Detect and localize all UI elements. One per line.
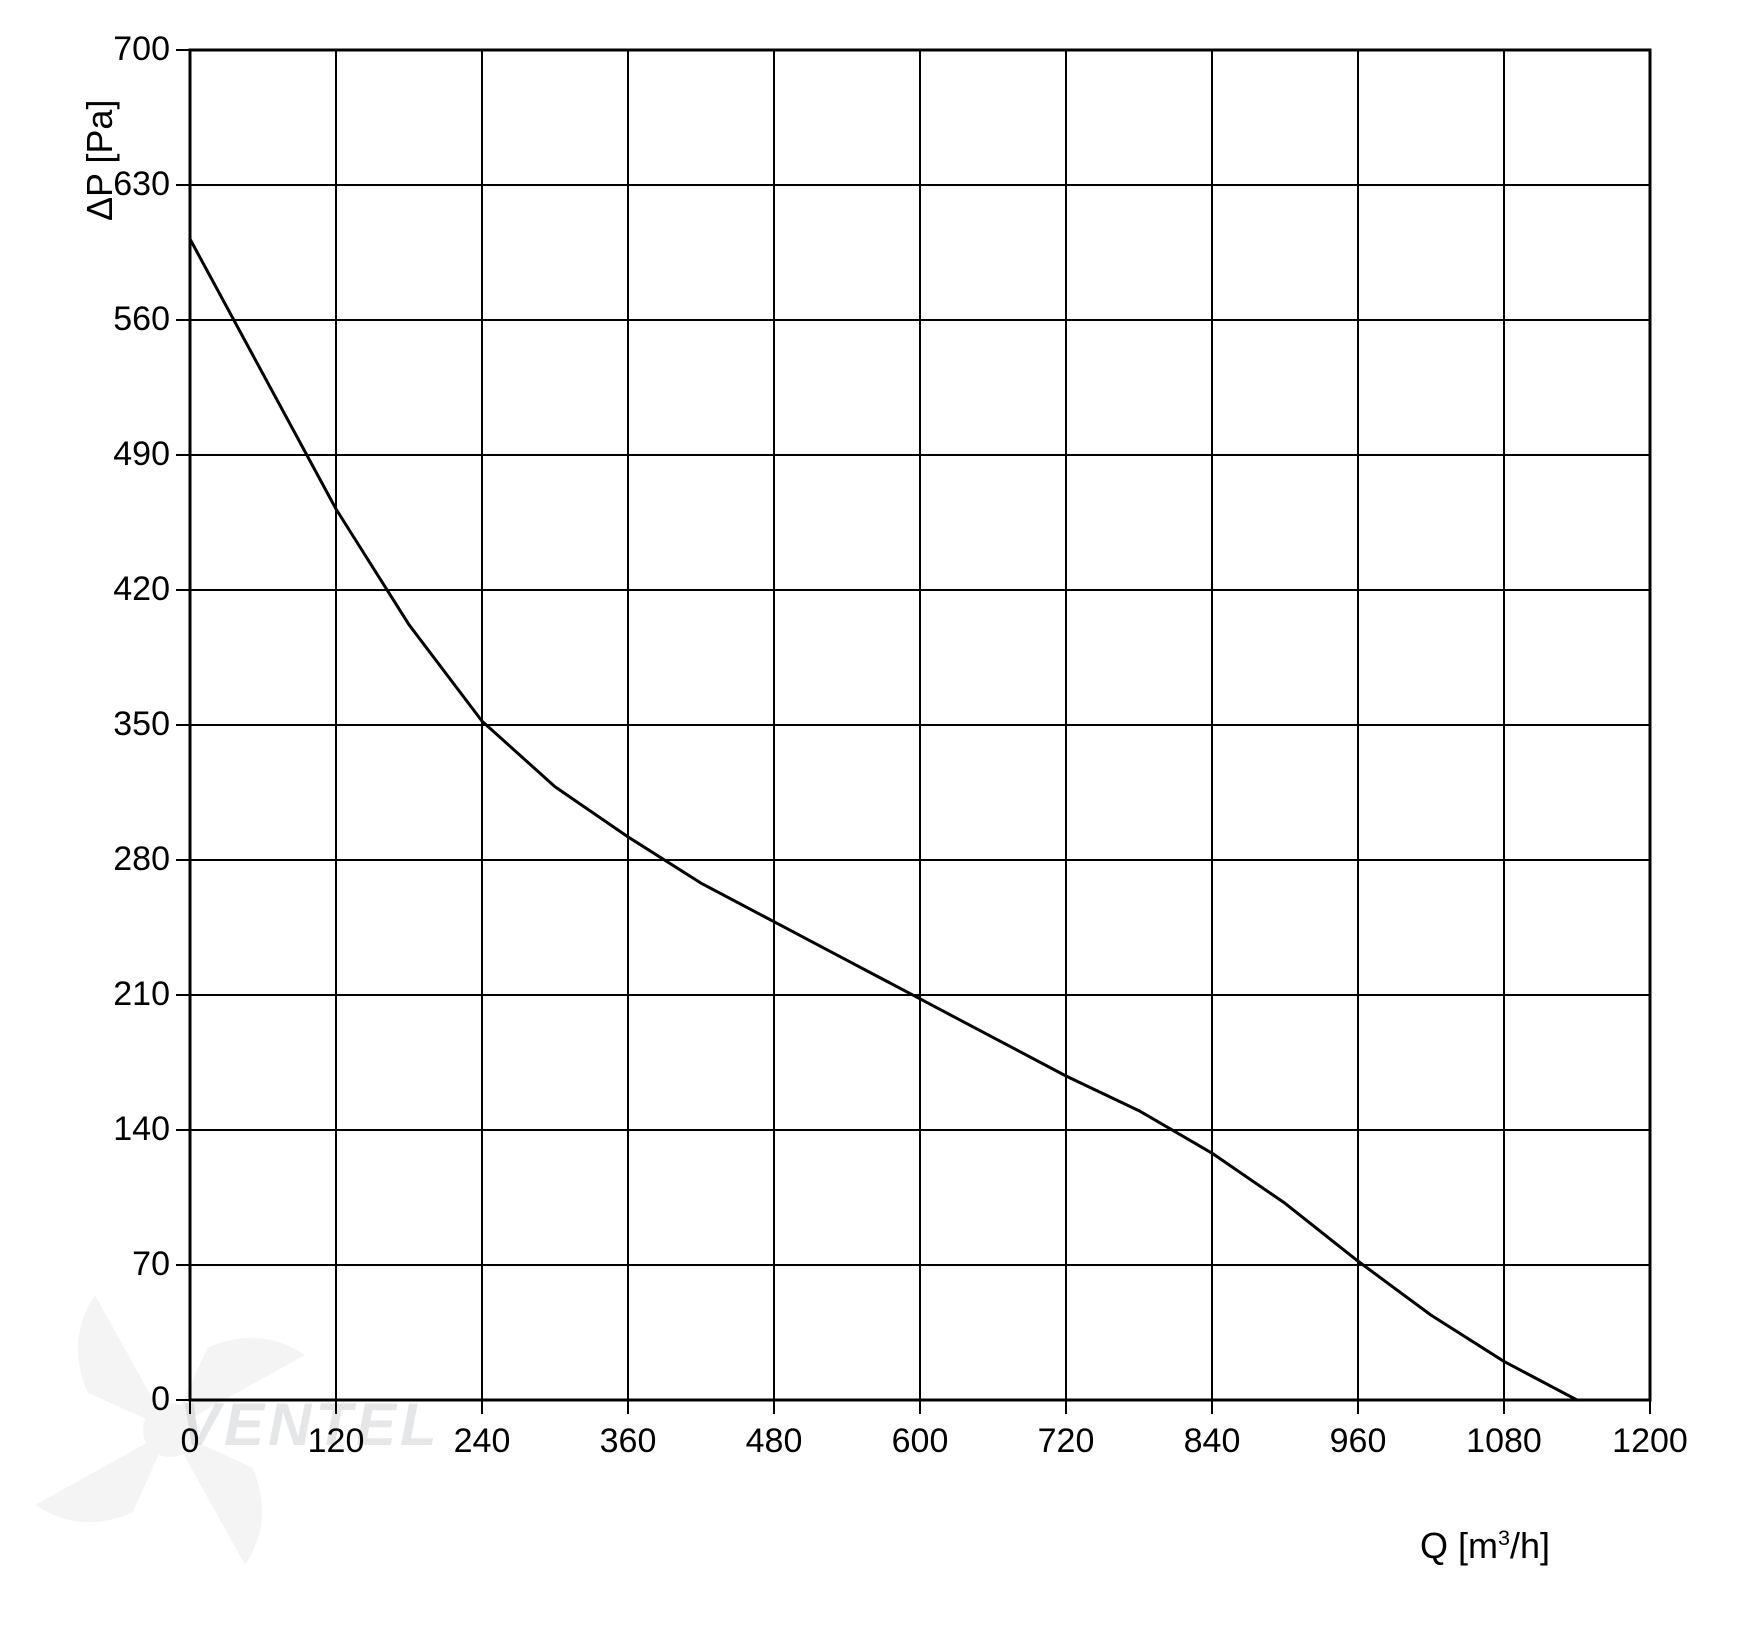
y-tick-label: 210 (90, 975, 170, 1014)
x-tick-label: 840 (1162, 1422, 1262, 1461)
series-pressure-curve (190, 239, 1577, 1400)
x-tick-label: 360 (578, 1422, 678, 1461)
x-tick-label: 1080 (1454, 1422, 1554, 1461)
y-tick-label: 280 (90, 840, 170, 879)
x-tick-label: 240 (432, 1422, 532, 1461)
y-tick-label: 140 (90, 1110, 170, 1149)
x-tick-label: 600 (870, 1422, 970, 1461)
chart-svg (0, 0, 1746, 1632)
x-tick-label: 720 (1016, 1422, 1116, 1461)
y-tick-label: 350 (90, 705, 170, 744)
y-tick-label: 700 (90, 30, 170, 69)
y-tick-label: 490 (90, 435, 170, 474)
y-tick-label: 420 (90, 570, 170, 609)
y-tick-label: 560 (90, 300, 170, 339)
x-tick-label: 0 (140, 1422, 240, 1461)
x-tick-label: 960 (1308, 1422, 1408, 1461)
pressure-flow-chart: VENTEL ΔP [Pa] Q [m3/h] 0701402102803504… (0, 0, 1746, 1632)
x-tick-label: 1200 (1600, 1422, 1700, 1461)
y-tick-label: 70 (90, 1245, 170, 1284)
x-tick-label: 120 (286, 1422, 386, 1461)
y-tick-label: 630 (90, 165, 170, 204)
y-tick-label: 0 (90, 1380, 170, 1419)
x-tick-label: 480 (724, 1422, 824, 1461)
